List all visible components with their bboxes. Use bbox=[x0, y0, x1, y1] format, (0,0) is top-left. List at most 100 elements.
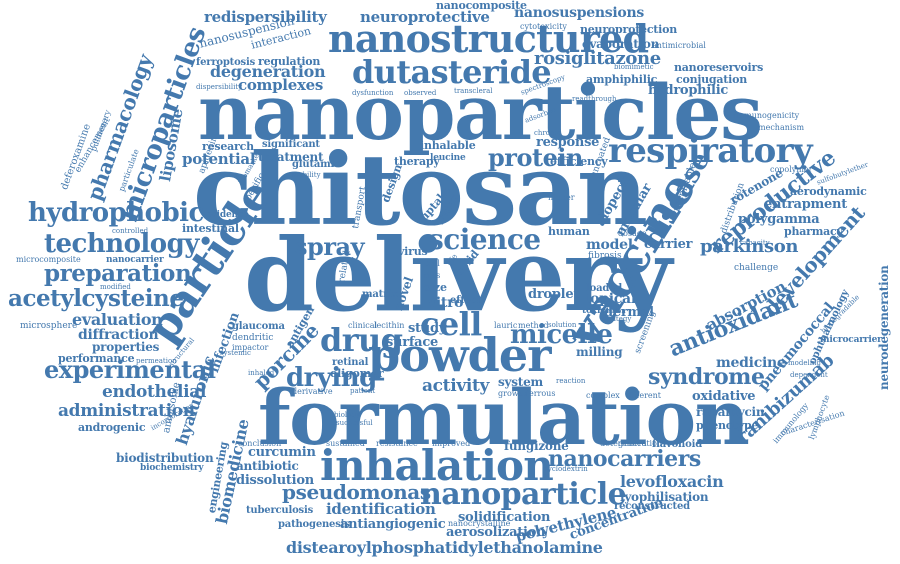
word: fibrosis bbox=[588, 251, 622, 261]
word: regulation bbox=[258, 55, 321, 68]
word: oligomer bbox=[330, 367, 384, 380]
word: amphiphilic bbox=[586, 73, 658, 86]
word: nlcs bbox=[424, 271, 441, 280]
word: cell bbox=[420, 305, 482, 343]
word: significant bbox=[262, 139, 320, 150]
word: milling bbox=[576, 345, 623, 359]
word: redispersibility bbox=[204, 8, 327, 26]
word: lauric bbox=[494, 321, 518, 330]
word: research bbox=[202, 140, 254, 153]
word: antiangiogenic bbox=[340, 517, 446, 532]
word: mechanism bbox=[758, 123, 805, 132]
word: intestinal bbox=[182, 222, 239, 235]
word: immunogenicity bbox=[734, 111, 800, 120]
word: pharmacy bbox=[784, 225, 843, 238]
word: drying bbox=[286, 363, 377, 393]
word: system bbox=[498, 375, 543, 389]
word: leucine bbox=[430, 153, 466, 163]
word: successful bbox=[336, 419, 373, 427]
word: respiratory bbox=[608, 131, 813, 171]
word: polygamma bbox=[738, 212, 820, 227]
word: experimental bbox=[44, 355, 216, 384]
word: determined bbox=[600, 439, 647, 448]
word: retinal bbox=[332, 357, 369, 368]
word: nanoparticles bbox=[198, 68, 763, 157]
word: flavonoid bbox=[652, 439, 702, 450]
word: nanocomposite bbox=[436, 0, 527, 12]
word: degeneration bbox=[210, 62, 326, 81]
word: human bbox=[548, 225, 590, 238]
word: micelle bbox=[510, 320, 613, 350]
word: diffraction bbox=[78, 327, 159, 343]
word: therapy bbox=[394, 155, 440, 168]
word: chronic bbox=[534, 129, 561, 137]
word: antimicrobial bbox=[652, 41, 706, 50]
word: technology bbox=[44, 229, 199, 259]
word: nanoparticle bbox=[420, 477, 627, 512]
word: droplet bbox=[528, 287, 580, 302]
word: lyophilisation bbox=[620, 490, 709, 504]
word: solution bbox=[548, 321, 577, 329]
word: method bbox=[518, 321, 549, 330]
word: administration bbox=[58, 401, 195, 421]
word: protein bbox=[488, 143, 583, 172]
word: reaction bbox=[556, 377, 586, 385]
word: lecithin bbox=[374, 321, 405, 330]
word: chitosan bbox=[193, 133, 648, 248]
word: parkinson bbox=[700, 236, 799, 257]
word: treatment bbox=[258, 150, 324, 164]
word: dependent bbox=[790, 371, 828, 379]
word: inhalation bbox=[320, 441, 554, 490]
word: dosage bbox=[618, 229, 647, 238]
word: pseudomonas bbox=[282, 480, 431, 504]
word: study bbox=[408, 321, 447, 336]
word: readthrough bbox=[572, 95, 617, 103]
word: vitro bbox=[428, 295, 464, 311]
word: rapamycin bbox=[696, 405, 765, 419]
word: topical bbox=[584, 291, 636, 307]
word: dendritic bbox=[232, 333, 274, 343]
word: complexes bbox=[238, 76, 323, 94]
word: rosiglitazone bbox=[534, 48, 661, 69]
word: neuroprotective bbox=[360, 8, 490, 26]
word: inhaled bbox=[248, 369, 275, 377]
word: evidence bbox=[206, 210, 249, 220]
word: delivery bbox=[244, 216, 672, 334]
word: patient bbox=[350, 387, 376, 395]
word: solidification bbox=[458, 510, 551, 525]
word: matrix bbox=[362, 289, 398, 300]
word: formulation bbox=[258, 373, 750, 462]
word: dermal bbox=[604, 305, 654, 320]
word: levofloxacin bbox=[620, 472, 724, 491]
word: evaluation bbox=[72, 310, 163, 329]
word: cyclodextrin bbox=[544, 465, 588, 473]
word: endothelial bbox=[102, 382, 207, 402]
word: response bbox=[536, 135, 600, 150]
word: glaucoma bbox=[232, 321, 285, 332]
word: controlled bbox=[112, 227, 149, 235]
word: impactor bbox=[232, 343, 269, 352]
word: biomimetic bbox=[614, 63, 654, 71]
word: generation bbox=[618, 439, 663, 448]
word: glutamic bbox=[292, 159, 341, 170]
word: fraction bbox=[598, 307, 626, 315]
word: fungizone bbox=[504, 439, 569, 453]
word: nanocrystalline bbox=[448, 519, 511, 528]
word: oral bbox=[424, 259, 440, 268]
word: microcarrier bbox=[820, 335, 882, 345]
word: efficiency bbox=[550, 155, 608, 168]
word: nanocarriers bbox=[548, 446, 701, 472]
word: effect bbox=[450, 295, 481, 306]
word: distearoylphosphatidylethanolamine bbox=[286, 538, 603, 557]
word: tuberculosis bbox=[246, 505, 313, 516]
word: ferroptosis bbox=[196, 57, 256, 68]
word: biology bbox=[334, 411, 360, 419]
word: aerosolization bbox=[446, 525, 546, 540]
word: hydrophilic bbox=[648, 83, 729, 98]
word: capacity bbox=[740, 239, 770, 247]
word: dispersibility bbox=[196, 83, 243, 91]
word: strategy bbox=[602, 315, 632, 323]
word: improved bbox=[432, 439, 471, 448]
word: carrier bbox=[644, 237, 693, 252]
